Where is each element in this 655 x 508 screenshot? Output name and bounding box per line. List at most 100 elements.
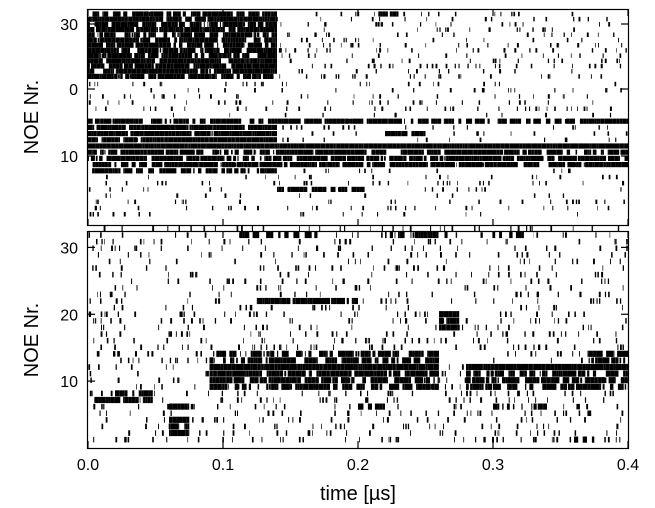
top-dense-segment [225, 37, 228, 43]
bottom-event-mark [514, 397, 515, 403]
bottom-event-mark [526, 252, 529, 258]
top-dense-segment [272, 47, 276, 53]
bottom-dense-segment [264, 363, 268, 371]
bottom-dense-segment [212, 370, 214, 377]
top-dense-segment [194, 131, 200, 137]
top-event-mark [89, 94, 91, 99]
bottom-dense-segment [334, 377, 338, 384]
top-event-mark [286, 137, 289, 143]
top-event-mark [323, 27, 325, 32]
top-dense-segment [281, 186, 284, 192]
bottom-dense-segment [257, 363, 261, 371]
bottom-event-mark [153, 238, 155, 245]
top-dense-segment [124, 63, 129, 69]
bottom-event-mark [191, 304, 193, 311]
top-dense-segment [118, 124, 122, 130]
top-event-mark [123, 212, 126, 217]
top-event-mark [515, 63, 518, 69]
top-dense-segment [324, 118, 327, 124]
top-event-mark [198, 88, 200, 93]
bottom-dense-segment [418, 350, 421, 357]
bottom-event-mark [607, 278, 610, 284]
top-dense-segment [268, 37, 273, 43]
top-dense-segment [459, 143, 463, 149]
top-dense-segment [251, 155, 255, 161]
top-dense-segment [205, 143, 207, 149]
top-event-mark [436, 27, 438, 32]
bottom-dense-segment [326, 370, 330, 377]
top-event-mark [372, 174, 374, 180]
bottom-dense-segment [558, 370, 561, 377]
top-dense-segment [155, 155, 160, 161]
top-event-mark [606, 88, 608, 93]
bottom-event-mark [425, 318, 427, 324]
top-y-tick-label: 30 [60, 17, 78, 34]
top-dense-segment [234, 168, 239, 174]
bottom-event-mark [455, 271, 457, 278]
bottom-event-mark [194, 384, 196, 390]
top-event-mark [149, 212, 151, 217]
top-dense-segment [195, 63, 198, 69]
top-dense-segment [115, 124, 119, 130]
top-event-mark [375, 69, 377, 74]
bottom-event-mark [130, 364, 133, 370]
top-dense-segment [508, 155, 511, 161]
top-dense-segment [153, 73, 157, 79]
top-dense-segment [233, 118, 239, 124]
bottom-event-mark [266, 344, 268, 350]
bottom-event-mark [626, 238, 628, 245]
bottom-event-mark [297, 245, 299, 251]
bottom-event-mark [263, 403, 265, 410]
bottom-event-mark [303, 252, 305, 258]
bottom-dense-segment [593, 370, 597, 377]
top-dense-segment [198, 124, 200, 130]
top-event-mark [613, 32, 615, 37]
bottom-dense-segment [250, 350, 253, 357]
bottom-event-mark [104, 238, 105, 245]
bottom-event-mark [543, 430, 546, 436]
top-dense-segment [243, 63, 247, 69]
bottom-event-mark [497, 377, 499, 383]
top-dense-segment [162, 168, 166, 174]
bottom-event-mark [508, 271, 510, 278]
bottom-event-mark [98, 271, 101, 278]
top-event-mark [468, 187, 470, 192]
bottom-event-mark [393, 344, 396, 350]
bottom-dense-segment [449, 317, 452, 324]
top-event-mark [243, 43, 245, 48]
top-dense-segment [93, 73, 95, 79]
bottom-dense-segment [187, 423, 190, 430]
bottom-dense-segment [188, 429, 190, 437]
bottom-event-mark [135, 245, 138, 251]
top-dense-segment [546, 149, 549, 155]
top-dense-segment [113, 32, 116, 38]
top-dense-segment [218, 11, 223, 17]
top-dense-segment [146, 68, 149, 74]
bottom-x-tick-label: 0.1 [212, 457, 234, 474]
top-dense-segment [159, 155, 161, 161]
top-event-mark [309, 43, 311, 48]
top-event-mark [489, 27, 491, 32]
bottom-dense-segment [302, 363, 306, 371]
top-dense-segment [256, 47, 259, 53]
top-dense-segment [455, 155, 459, 161]
top-dense-segment [275, 27, 277, 33]
bottom-dense-segment [389, 383, 393, 390]
top-dense-segment [267, 118, 271, 124]
bottom-dense-segment [357, 363, 359, 371]
bottom-event-mark [487, 337, 488, 344]
bottom-event-mark [406, 258, 409, 265]
top-event-mark [566, 137, 568, 143]
top-event-mark [609, 112, 612, 118]
top-dense-segment [229, 42, 233, 48]
top-event-mark [94, 81, 96, 87]
top-dense-segment [262, 162, 267, 168]
top-dense-segment [415, 155, 420, 161]
top-dense-segment [187, 27, 191, 33]
top-dense-segment [221, 53, 223, 59]
top-event-mark [466, 125, 468, 130]
top-event-mark [289, 58, 292, 64]
top-dense-segment [128, 149, 132, 155]
bottom-event-mark [429, 238, 432, 245]
top-event-mark [435, 100, 437, 105]
